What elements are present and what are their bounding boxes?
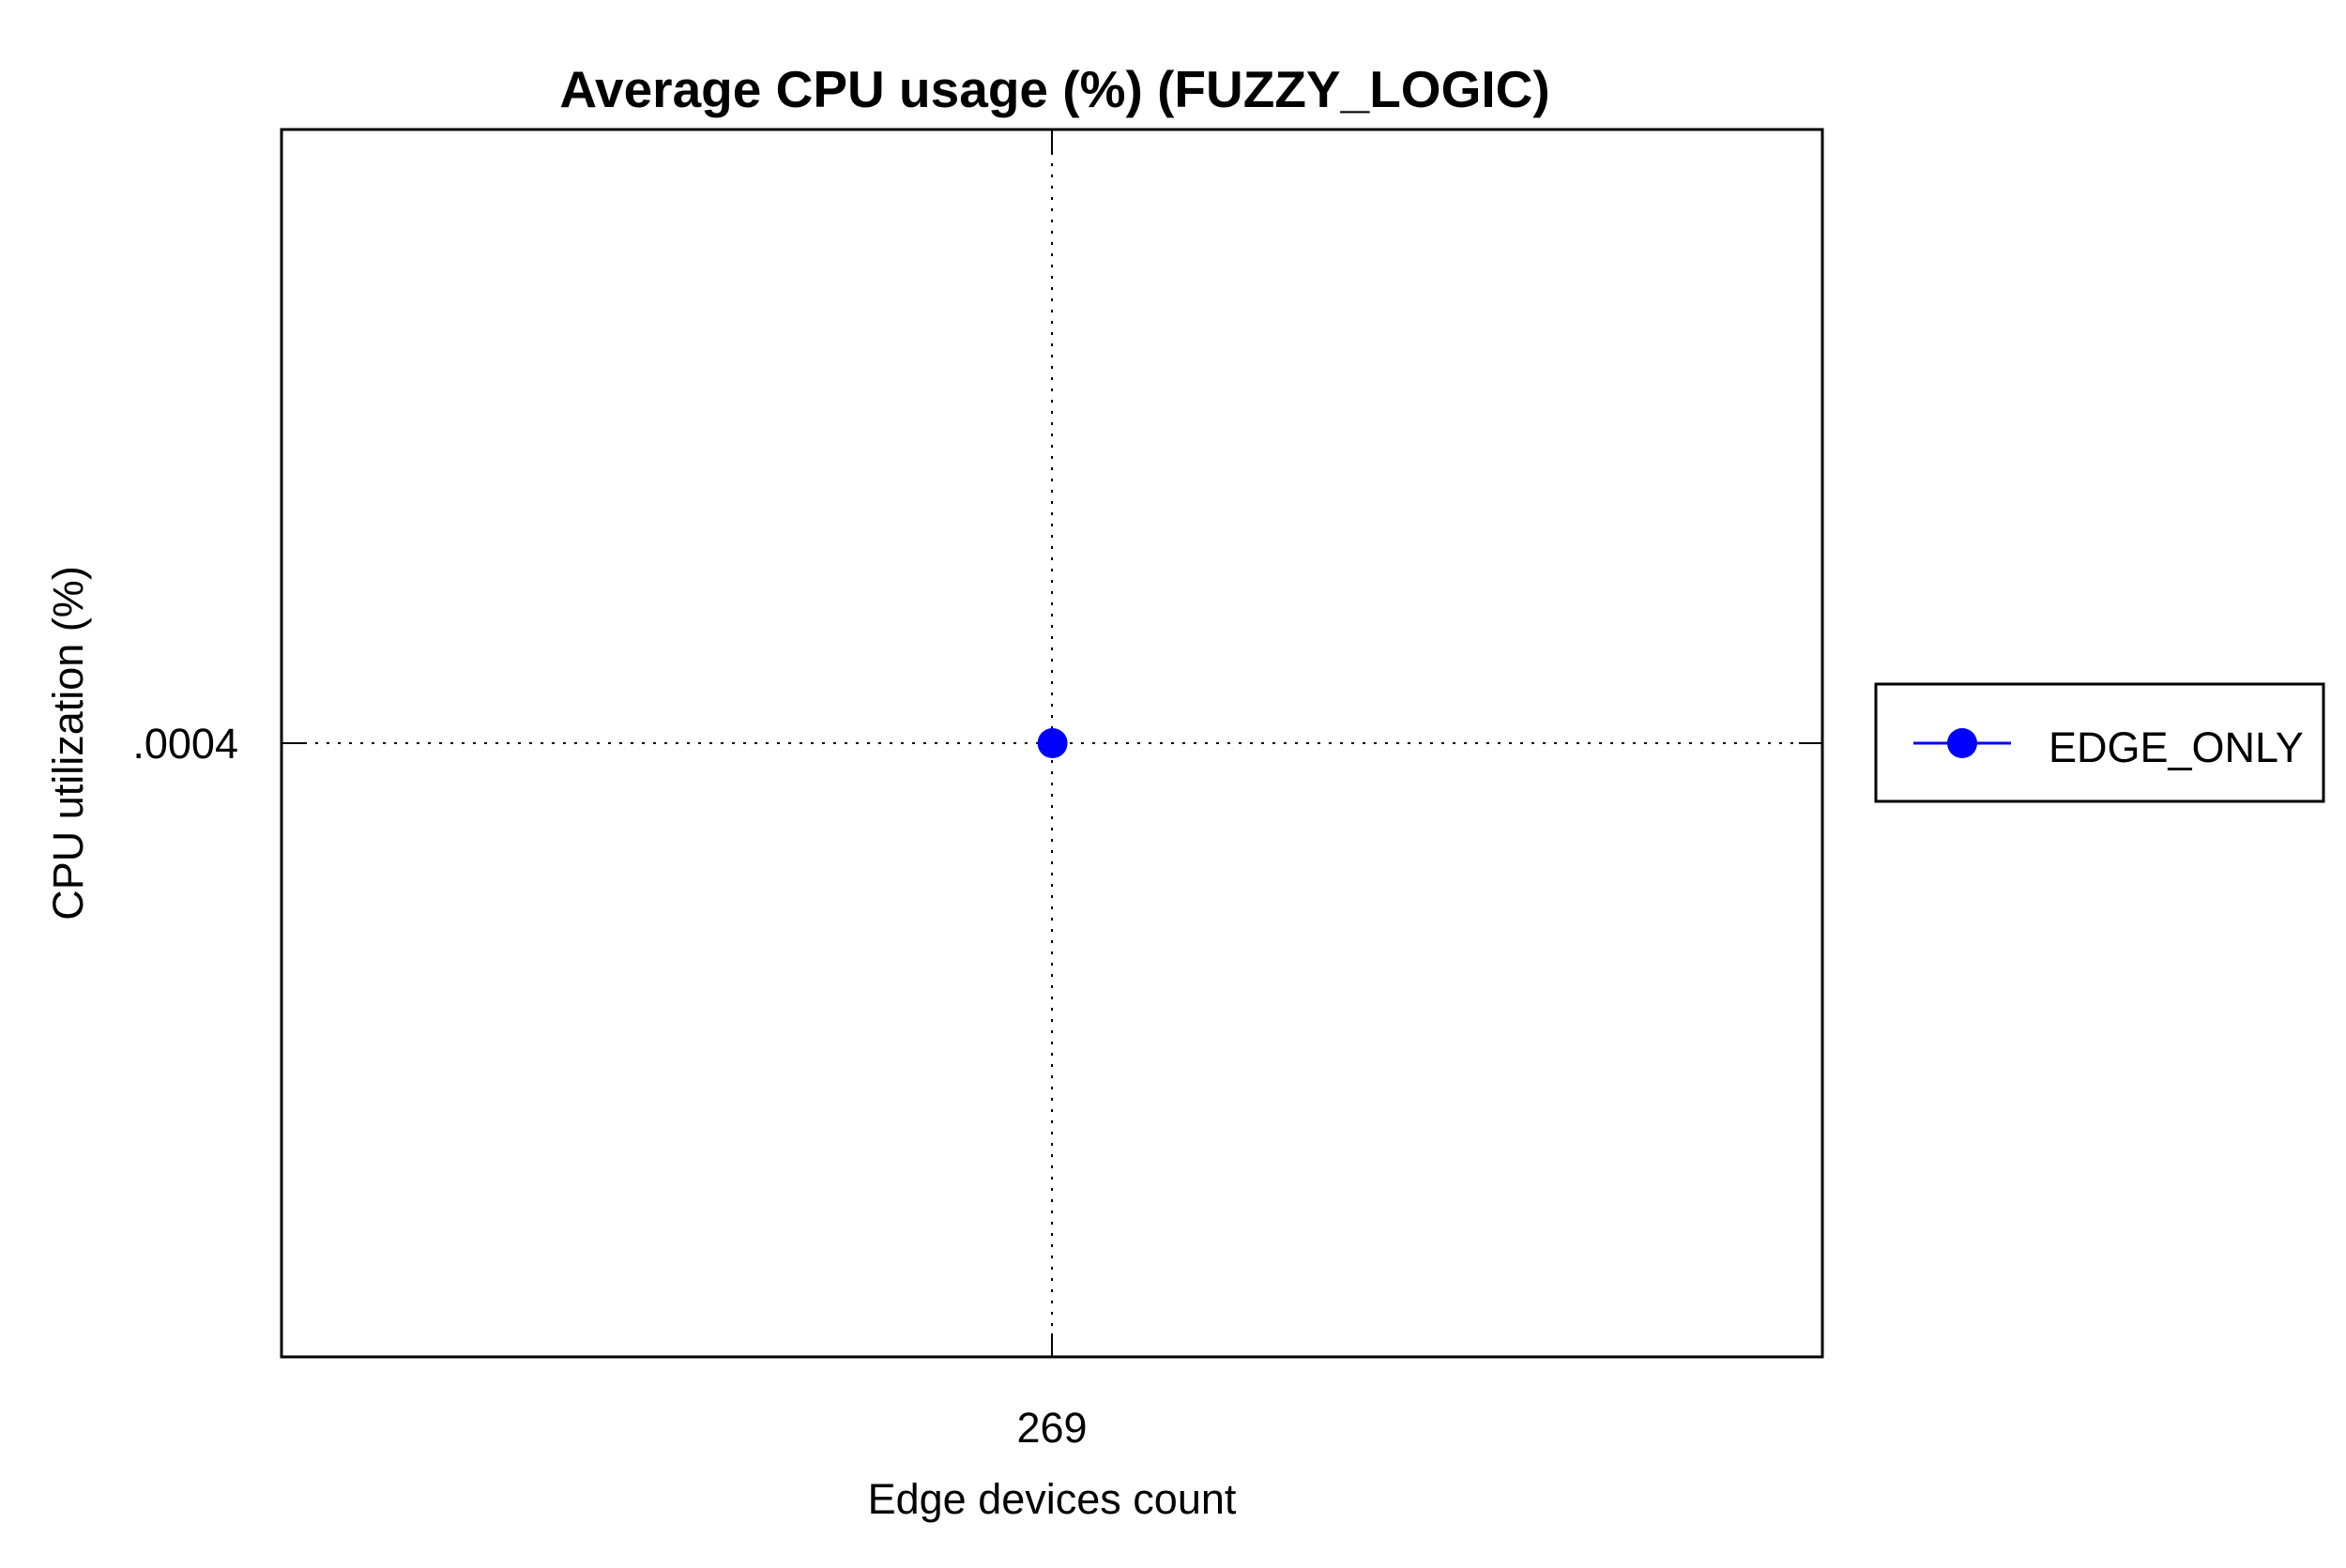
chart-title: Average CPU usage (%) (FUZZY_LOGIC) bbox=[559, 60, 1549, 118]
x-tick-label: 269 bbox=[1016, 1404, 1087, 1452]
series-layer bbox=[1037, 728, 1068, 758]
y-tick-label: .0004 bbox=[132, 720, 238, 768]
x-axis-label: Edge devices count bbox=[868, 1475, 1237, 1523]
legend-label: EDGE_ONLY bbox=[2049, 723, 2304, 771]
y-axis-label: CPU utilization (%) bbox=[44, 566, 92, 921]
data-point bbox=[1037, 728, 1068, 758]
legend-marker bbox=[1947, 728, 1977, 758]
